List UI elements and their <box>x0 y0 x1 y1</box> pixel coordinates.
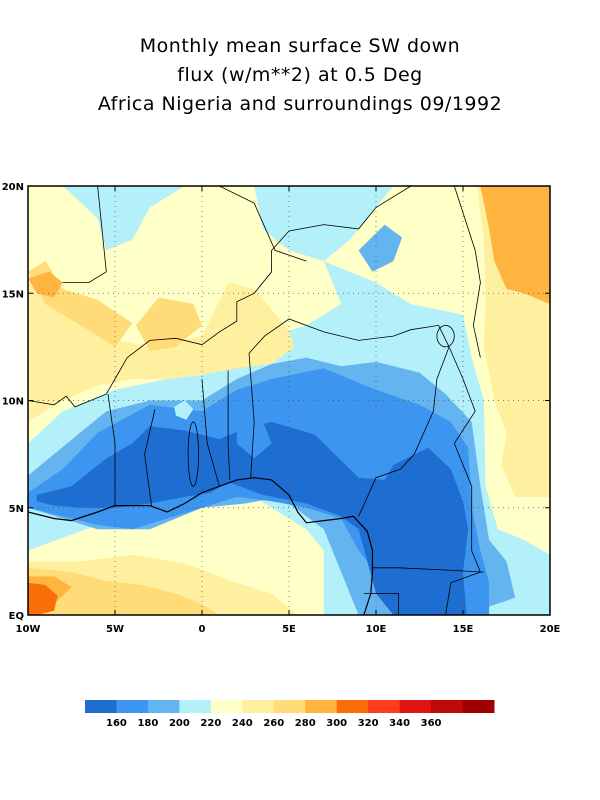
colorbar-label-160: 160 <box>106 718 127 729</box>
coastline <box>28 477 374 615</box>
x-tick-label-10E: 10E <box>366 624 387 635</box>
country-border-7 <box>358 346 450 517</box>
colorbar-label-240: 240 <box>232 718 253 729</box>
lake-1 <box>187 421 199 487</box>
title-line-1: Monthly mean surface SW down <box>139 35 461 57</box>
flux-region-220-1 <box>254 186 394 262</box>
x-tick-label-15E: 15E <box>453 624 474 635</box>
flux-region-220-17 <box>336 282 349 300</box>
x-tick-label-5W: 5W <box>106 624 124 635</box>
y-tick-label-5N: 5N <box>9 504 24 515</box>
x-tick-label-0: 0 <box>199 624 206 635</box>
y-tick-label-10N: 10N <box>2 397 24 408</box>
country-border-8 <box>448 346 481 573</box>
colorbar-label-360: 360 <box>421 718 442 729</box>
colorbar-label-220: 220 <box>200 718 221 729</box>
country-border-2 <box>144 409 156 506</box>
colorbar-swatch-3 <box>179 700 212 713</box>
x-tick-label-5E: 5E <box>282 624 296 635</box>
flux-region-160-5 <box>36 421 469 615</box>
country-border-13 <box>363 593 399 615</box>
colorbar-label-280: 280 <box>295 718 316 729</box>
colorbar-swatch-5 <box>242 700 275 713</box>
colorbar-swatch-10 <box>399 700 432 713</box>
colorbar-label-300: 300 <box>326 718 347 729</box>
colorbar-label-180: 180 <box>137 718 158 729</box>
flux-region-300-15 <box>28 582 58 615</box>
colorbar-label-260: 260 <box>263 718 284 729</box>
country-border-1 <box>107 394 116 506</box>
y-tick-label-15N: 15N <box>2 289 24 300</box>
country-border-3 <box>201 378 220 487</box>
colorbar-swatch-2 <box>147 700 180 713</box>
plot-area <box>28 186 550 615</box>
colorbar-swatch-1 <box>116 700 149 713</box>
country-border-14 <box>445 571 481 615</box>
axis-ticks: 10W 5W 0 5E 10E 15E 20E EQ 5N 10N 15N 20N <box>2 182 561 635</box>
country-border-5 <box>248 353 255 478</box>
flux-region-260-11 <box>28 567 220 615</box>
colorbar-swatch-7 <box>305 700 338 713</box>
colorbar-swatch-0 <box>85 700 117 713</box>
country-border-9 <box>372 567 484 573</box>
colorbar-swatch-6 <box>273 700 306 713</box>
country-border-11 <box>219 186 307 262</box>
title-line-3: Africa Nigeria and surroundings 09/1992 <box>97 93 503 115</box>
colorbar-swatch-4 <box>210 700 243 713</box>
country-border-10 <box>28 186 107 283</box>
colorbar-swatch-11 <box>431 700 464 713</box>
colorbar-swatch-9 <box>368 700 401 713</box>
colorbar-swatch-8 <box>336 700 369 713</box>
colorbar-label-340: 340 <box>389 718 410 729</box>
lake-0 <box>436 325 455 348</box>
country-border-0 <box>28 186 412 408</box>
coastlines-and-borders <box>28 186 484 615</box>
colorbar: 160 180 200 220 240 260 280 300 320 340 360 <box>85 700 495 729</box>
x-tick-label-10W: 10W <box>16 624 41 635</box>
flux-region-260-10 <box>135 297 202 352</box>
flux-region-220-16 <box>174 400 194 420</box>
flux-region-180-19 <box>236 411 272 459</box>
colorbar-swatch-12 <box>462 700 495 713</box>
flux-region-240-6 <box>28 282 295 422</box>
flux-region-280-12 <box>480 186 550 304</box>
y-tick-label-20N: 20N <box>2 182 24 193</box>
x-tick-label-20E: 20E <box>540 624 561 635</box>
flux-contour-regions <box>28 186 550 615</box>
chart-title: Monthly mean surface SW down flux (w/m**… <box>0 32 600 119</box>
title-line-2: flux (w/m**2) at 0.5 Deg <box>177 64 423 86</box>
flux-region-280-13 <box>28 271 63 298</box>
flux-region-220-0 <box>62 186 185 251</box>
y-tick-label-EQ: EQ <box>9 611 24 622</box>
country-border-4 <box>227 370 231 480</box>
country-border-12 <box>453 186 481 358</box>
country-border-6 <box>248 318 450 354</box>
flux-region-200-18 <box>358 224 403 272</box>
grid-lines <box>28 186 550 615</box>
colorbar-label-200: 200 <box>169 718 190 729</box>
colorbar-label-320: 320 <box>358 718 379 729</box>
